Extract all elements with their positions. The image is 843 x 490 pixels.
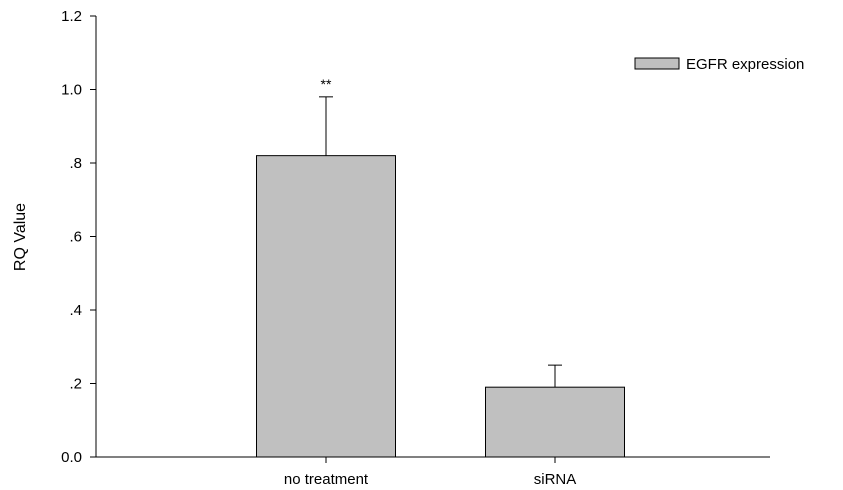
y-tick-label: .4 [69, 302, 82, 319]
y-tick-label: 0.0 [61, 449, 82, 466]
legend: EGFR expression [634, 56, 804, 73]
legend-label: EGFR expression [686, 56, 804, 73]
bar [485, 386, 625, 458]
y-tick-label: 1.2 [61, 8, 82, 25]
y-tick-label: .6 [69, 229, 82, 246]
x-tick-label: siRNA [534, 471, 577, 488]
bar [256, 155, 396, 458]
y-axis-label: RQ Value [12, 203, 29, 271]
legend-swatch [634, 57, 680, 70]
significance-label: ** [321, 76, 332, 92]
y-tick-label: .2 [69, 376, 82, 393]
y-tick-label: 1.0 [61, 82, 82, 99]
plot-area: 0.0 .2 .4 .6 .8 1.0 1.2 ** no treatment siRNA [61, 8, 770, 488]
x-tick-label: no treatment [284, 471, 369, 488]
y-tick-label: .8 [69, 155, 82, 172]
